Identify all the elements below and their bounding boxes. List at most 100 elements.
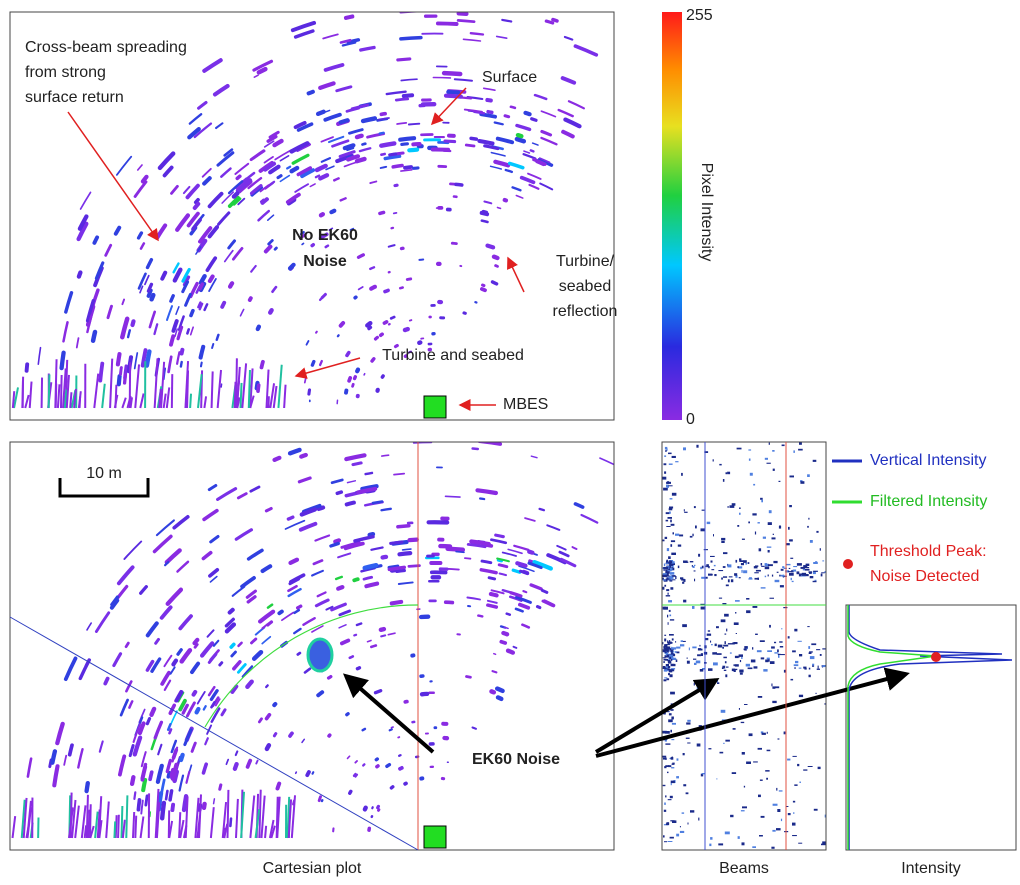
speckle: [357, 370, 358, 372]
speckle: [734, 664, 735, 666]
speckle: [235, 164, 248, 174]
speckle: [135, 816, 136, 838]
speckle: [391, 542, 402, 544]
speckle: [338, 335, 339, 336]
speckle: [355, 537, 373, 541]
speckle: [744, 646, 747, 648]
speckle: [668, 556, 671, 559]
speckle: [355, 297, 356, 298]
speckle: [694, 565, 695, 566]
speckle: [516, 196, 523, 199]
speckle: [735, 664, 739, 666]
speckle: [87, 783, 88, 791]
speckle: [789, 573, 794, 576]
speckle: [665, 731, 670, 734]
speckle: [663, 758, 666, 760]
speckle: [722, 666, 725, 669]
speckle: [713, 459, 714, 461]
speckle: [186, 294, 191, 305]
speckle: [514, 647, 517, 648]
speckle: [682, 624, 687, 627]
speckle: [181, 755, 183, 760]
speckle: [684, 562, 689, 563]
speckle: [690, 561, 694, 562]
speckle: [409, 424, 421, 425]
speckle: [671, 540, 675, 542]
speckle: [114, 654, 121, 666]
speckle: [291, 560, 298, 563]
speckle: [394, 213, 397, 214]
speckle: [679, 535, 683, 537]
speckle: [728, 564, 732, 567]
speckle: [162, 273, 165, 279]
speckle: [226, 760, 228, 765]
speckle: [669, 640, 670, 643]
speckle: [818, 767, 821, 769]
speckle: [167, 387, 169, 408]
speckle: [780, 585, 784, 587]
speckle: [313, 772, 314, 774]
speckle: [77, 338, 79, 347]
speckle: [367, 323, 370, 325]
speckle: [799, 668, 802, 669]
speckle: [760, 640, 765, 642]
speckle: [818, 666, 819, 669]
speckle: [292, 168, 298, 171]
speckle: [373, 502, 382, 504]
speckle: [780, 654, 785, 655]
speckle: [735, 600, 740, 602]
speckle: [455, 79, 472, 81]
speckle: [390, 729, 392, 730]
speckle: [148, 260, 152, 268]
beams-frame: [662, 442, 826, 850]
speckle: [746, 610, 750, 613]
speckle: [663, 657, 666, 658]
speckle: [488, 112, 492, 113]
speckle: [671, 664, 675, 665]
colorbar-min: 0: [686, 411, 695, 428]
speckle: [773, 804, 778, 806]
speckle: [767, 658, 770, 660]
speckle: [491, 540, 505, 543]
speckle: [671, 739, 674, 740]
speckle: [117, 157, 131, 175]
speckle: [381, 114, 385, 115]
speckle: [260, 612, 273, 622]
speckle: [717, 682, 719, 684]
speckle: [514, 546, 528, 550]
speckle: [686, 792, 689, 794]
speckle: [312, 362, 313, 366]
speckle: [339, 625, 346, 628]
speckle: [664, 564, 665, 567]
speckle: [667, 481, 669, 484]
speckle: [738, 836, 740, 839]
speckle: [247, 682, 251, 687]
speckle: [407, 8, 419, 9]
speckle: [355, 377, 356, 379]
speckle: [100, 741, 103, 751]
speckle: [725, 634, 727, 635]
speckle: [75, 806, 79, 838]
speckle: [710, 556, 715, 557]
speckle: [222, 710, 225, 715]
speckle: [274, 704, 275, 705]
speckle: [217, 335, 219, 340]
speckle: [459, 13, 467, 14]
speckle: [767, 650, 772, 652]
speckle: [663, 661, 665, 663]
speckle: [671, 767, 674, 768]
speckle: [758, 696, 762, 698]
speckle: [229, 241, 235, 248]
speckle: [315, 536, 329, 541]
speckle: [481, 114, 495, 117]
speckle: [682, 582, 684, 584]
speckle: [382, 509, 391, 510]
speckle: [563, 78, 574, 83]
speckle: [718, 843, 723, 845]
speckle: [668, 673, 670, 675]
speckle: [809, 668, 811, 670]
speckle: [230, 610, 233, 613]
speckle: [667, 615, 668, 618]
speckle: [448, 549, 463, 550]
